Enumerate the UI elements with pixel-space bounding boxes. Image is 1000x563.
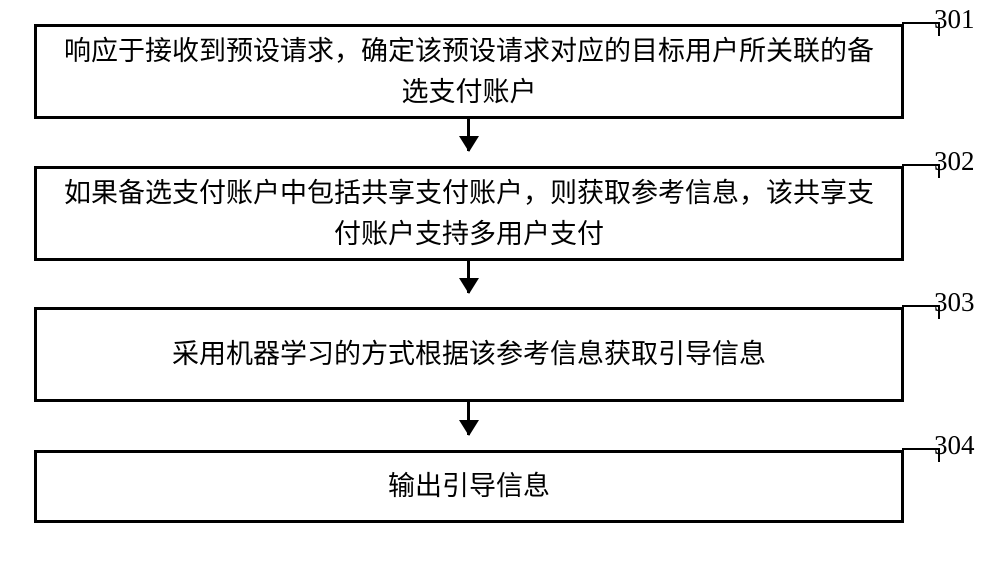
step-4-label: 304: [934, 430, 975, 461]
step-4-text: 输出引导信息: [388, 466, 550, 507]
step-2-label: 302: [934, 146, 975, 177]
arrow-3-4: [467, 402, 470, 435]
step-1-label: 301: [934, 4, 975, 35]
arrow-1-2: [467, 119, 470, 151]
arrow-2-3: [467, 261, 470, 293]
flowchart-container: 响应于接收到预设请求，确定该预设请求对应的目标用户所关联的备选支付账户 301 …: [0, 0, 1000, 563]
flowchart-step-1: 响应于接收到预设请求，确定该预设请求对应的目标用户所关联的备选支付账户: [34, 24, 904, 119]
step-1-text: 响应于接收到预设请求，确定该预设请求对应的目标用户所关联的备选支付账户: [57, 31, 881, 112]
step-3-label: 303: [934, 287, 975, 318]
flowchart-step-4: 输出引导信息: [34, 450, 904, 523]
flowchart-step-2: 如果备选支付账户中包括共享支付账户，则获取参考信息，该共享支付账户支持多用户支付: [34, 166, 904, 261]
flowchart-step-3: 采用机器学习的方式根据该参考信息获取引导信息: [34, 307, 904, 402]
step-3-text: 采用机器学习的方式根据该参考信息获取引导信息: [172, 334, 766, 375]
step-2-text: 如果备选支付账户中包括共享支付账户，则获取参考信息，该共享支付账户支持多用户支付: [57, 173, 881, 254]
